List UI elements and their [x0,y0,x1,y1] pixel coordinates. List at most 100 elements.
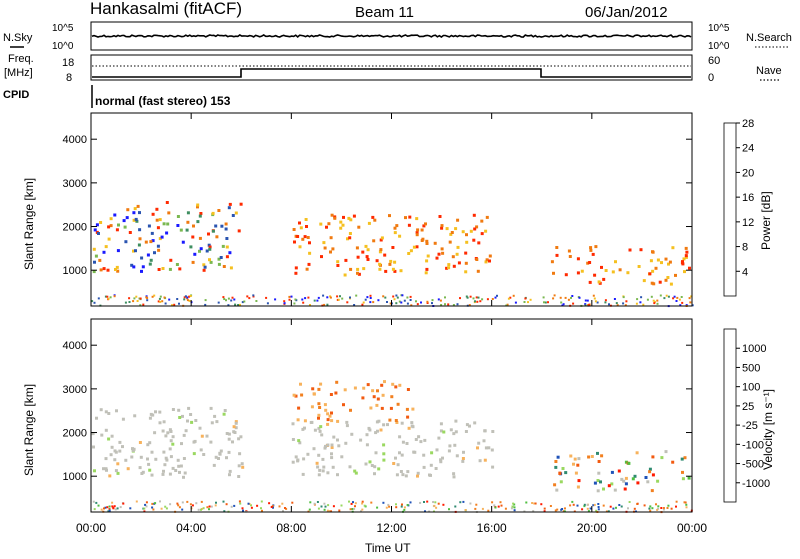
data-cell [607,510,610,513]
data-cell [319,425,323,429]
data-cell [109,217,113,221]
data-cell [654,266,658,270]
data-cell [165,201,169,204]
data-cell [604,269,608,272]
data-cell [281,502,284,505]
data-cell [656,479,660,483]
data-cell [447,266,451,270]
data-cell [149,412,153,416]
data-cell [680,457,684,461]
data-cell [454,227,458,231]
data-cell [134,249,137,253]
data-cell [670,507,673,510]
data-cell [422,453,426,457]
data-cell [320,255,323,259]
data-cell [426,500,429,503]
data-cell [147,462,151,466]
data-cell [604,299,607,302]
data-cell [465,295,468,298]
data-cell [162,450,166,454]
data-cell [622,296,625,299]
data-cell [349,296,351,299]
data-cell [329,250,332,254]
data-cell [347,216,351,220]
data-cell [163,296,166,299]
data-cell [681,301,684,304]
data-cell [583,503,586,506]
data-cell [168,298,171,301]
data-cell [113,295,116,298]
data-cell [334,391,338,395]
data-cell [266,302,269,305]
data-cell [393,269,397,273]
data-cell [556,455,560,459]
data-cell [426,300,429,303]
data-cell [452,432,456,436]
data-cell [336,419,340,423]
data-cell [525,501,528,504]
data-cell [683,456,687,460]
data-cell [596,301,599,304]
data-cell [207,243,211,247]
data-cell [156,226,160,230]
data-cell [128,297,131,300]
data-cell [353,386,357,390]
data-cell [439,458,443,462]
data-cell [642,279,646,283]
data-cell [197,508,200,511]
data-cell [356,255,360,259]
data-cell [225,503,228,506]
data-cell [554,460,558,463]
data-cell [474,300,476,303]
data-cell [375,403,379,407]
data-cell [338,509,341,512]
data-cell [401,503,403,506]
data-cell [162,420,166,424]
data-cell [667,504,670,507]
data-cell [640,296,643,299]
data-cell [322,241,326,245]
nsky-line [91,34,692,38]
data-cell [178,267,182,271]
data-cell [302,457,306,461]
data-cell [221,244,225,248]
data-cell [393,226,397,230]
data-cell [364,298,367,301]
data-cell [133,414,137,418]
data-cell [567,249,571,253]
data-cell [372,239,376,243]
data-cell [100,508,103,511]
data-cell [225,432,229,435]
data-cell [283,300,286,303]
data-cell [326,296,329,299]
data-cell [485,258,489,262]
data-cell [448,240,452,244]
colorbar-tick-label: -500 [742,459,764,471]
data-cell [171,435,175,439]
data-cell [329,295,332,298]
data-cell [160,235,164,239]
data-cell [344,258,348,262]
colorbar-tick-label: 8 [742,242,748,254]
data-cell [596,489,600,493]
data-cell [198,214,202,218]
data-cell [237,229,241,233]
data-cell [146,457,149,461]
data-cell [198,249,201,253]
data-cell [230,505,233,508]
data-cell [642,303,645,306]
data-cell [484,260,488,264]
data-cell [613,298,616,300]
data-cell [425,242,429,245]
data-cell [135,500,138,503]
data-cell [208,508,210,511]
data-cell [241,507,244,510]
data-cell [180,442,183,446]
data-cell [109,224,113,228]
data-cell [316,299,319,302]
data-cell [151,239,155,243]
data-cell [639,301,642,304]
data-cell [217,209,221,212]
data-cell [441,251,445,255]
colorbar-tick-label: 100 [742,382,760,394]
